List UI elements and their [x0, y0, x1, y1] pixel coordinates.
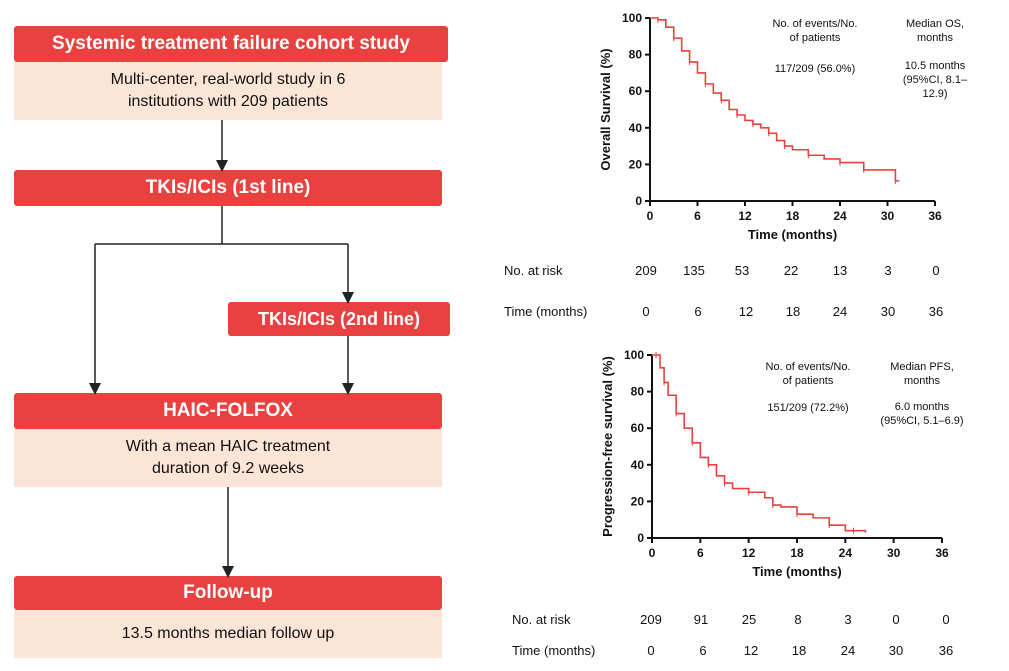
- os-events-header: No. of events/No. of patients: [772, 18, 858, 44]
- os-time-value: 12: [738, 304, 754, 319]
- pfs-risk-value: 0: [892, 612, 900, 627]
- os-y-tick-label: 80: [629, 48, 643, 62]
- box-haic-desc: With a mean HAIC treatment duration of 9…: [14, 429, 442, 487]
- pfs-risk-value: 8: [794, 612, 802, 627]
- os-y-tick-label: 60: [629, 84, 643, 98]
- os-time-value: 6: [694, 304, 702, 319]
- os-y-axis-label: Overall Survival (%): [598, 48, 613, 170]
- os-x-tick-label: 30: [881, 209, 895, 223]
- os-risk-value: 13: [832, 263, 848, 278]
- pfs-y-tick-label: 20: [631, 494, 645, 508]
- pfs-x-tick-label: 6: [697, 546, 704, 560]
- pfs-time-value: 6: [699, 643, 707, 658]
- os-risk-value: 135: [683, 263, 705, 278]
- os-x-tick-label: 0: [647, 209, 654, 223]
- os-time-value: 0: [642, 304, 650, 319]
- pfs-x-tick-label: 18: [790, 546, 804, 560]
- box-followup-desc: 13.5 months median follow up: [14, 610, 442, 658]
- os-events-value: 117/209 (56.0%): [774, 63, 856, 75]
- pfs-x-tick-label: 36: [935, 546, 949, 560]
- os-x-tick-label: 36: [928, 209, 942, 223]
- os-time-label: Time (months): [504, 304, 588, 319]
- pfs-time-value: 36: [938, 643, 954, 658]
- pfs-time-value: 18: [791, 643, 807, 658]
- pfs-risk-label: No. at risk: [512, 612, 571, 627]
- pfs-x-axis-label: Time (months): [752, 564, 841, 579]
- box-first-line: TKIs/ICIs (1st line): [14, 170, 442, 206]
- pfs-time-value: 0: [647, 643, 655, 658]
- pfs-x-tick-label: 24: [839, 546, 853, 560]
- pfs-x-tick-label: 30: [887, 546, 901, 560]
- pfs-risk-value: 0: [942, 612, 950, 627]
- pfs-x-tick-label: 0: [649, 546, 656, 560]
- os-y-tick-label: 100: [622, 11, 642, 25]
- os-risk-value: 209: [635, 263, 657, 278]
- pfs-median-header: Median PFS, months: [890, 361, 954, 387]
- os-median-header: Median OS, months: [905, 18, 965, 44]
- box-cohort-desc: Multi-center, real-world study in 6 inst…: [14, 62, 442, 120]
- pfs-risk-value: 3: [844, 612, 852, 627]
- flow-arrows: [89, 120, 354, 578]
- os-median-value: 10.5 months (95%CI, 8.1–12.9): [902, 60, 968, 100]
- pfs-time-value: 24: [840, 643, 856, 658]
- os-x-axis-label: Time (months): [748, 227, 837, 242]
- pfs-y-tick-label: 0: [637, 531, 644, 545]
- os-y-tick-label: 0: [635, 194, 642, 208]
- os-x-tick-label: 24: [833, 209, 847, 223]
- pfs-time-value: 30: [888, 643, 904, 658]
- pfs-risk-value: 25: [741, 612, 757, 627]
- os-risk-value: 53: [734, 263, 750, 278]
- pfs-y-tick-label: 80: [631, 385, 645, 399]
- os-survival-curve: [650, 17, 900, 182]
- os-time-value: 30: [880, 304, 896, 319]
- os-x-tick-label: 12: [738, 209, 752, 223]
- box-second-line: TKIs/ICIs (2nd line): [228, 302, 450, 336]
- pfs-time-value: 12: [743, 643, 759, 658]
- os-time-value: 18: [785, 304, 801, 319]
- os-x-tick-label: 18: [786, 209, 800, 223]
- box-haic-title: HAIC-FOLFOX: [14, 393, 442, 429]
- os-risk-value: 0: [932, 263, 940, 278]
- pfs-y-tick-label: 100: [624, 348, 644, 362]
- pfs-y-tick-label: 60: [631, 421, 645, 435]
- pfs-events-header: No. of events/No. of patients: [765, 361, 851, 387]
- pfs-x-tick-label: 12: [742, 546, 756, 560]
- os-y-tick-label: 40: [629, 121, 643, 135]
- pfs-median-value: 6.0 months (95%CI, 5.1–6.9): [880, 401, 964, 427]
- box-followup-title: Follow-up: [14, 576, 442, 610]
- pfs-risk-value: 91: [693, 612, 709, 627]
- pfs-y-axis-label: Progression-free survival (%): [600, 356, 615, 537]
- os-risk-label: No. at risk: [504, 263, 563, 278]
- os-risk-value: 3: [884, 263, 892, 278]
- os-x-tick-label: 6: [694, 209, 701, 223]
- os-time-value: 36: [928, 304, 944, 319]
- os-time-value: 24: [832, 304, 848, 319]
- pfs-risk-value: 209: [640, 612, 662, 627]
- box-cohort-title: Systemic treatment failure cohort study: [14, 26, 448, 62]
- os-y-tick-label: 20: [629, 157, 643, 171]
- pfs-time-label: Time (months): [512, 643, 596, 658]
- os-risk-value: 22: [783, 263, 799, 278]
- pfs-y-tick-label: 40: [631, 458, 645, 472]
- pfs-events-value: 151/209 (72.2%): [767, 402, 849, 414]
